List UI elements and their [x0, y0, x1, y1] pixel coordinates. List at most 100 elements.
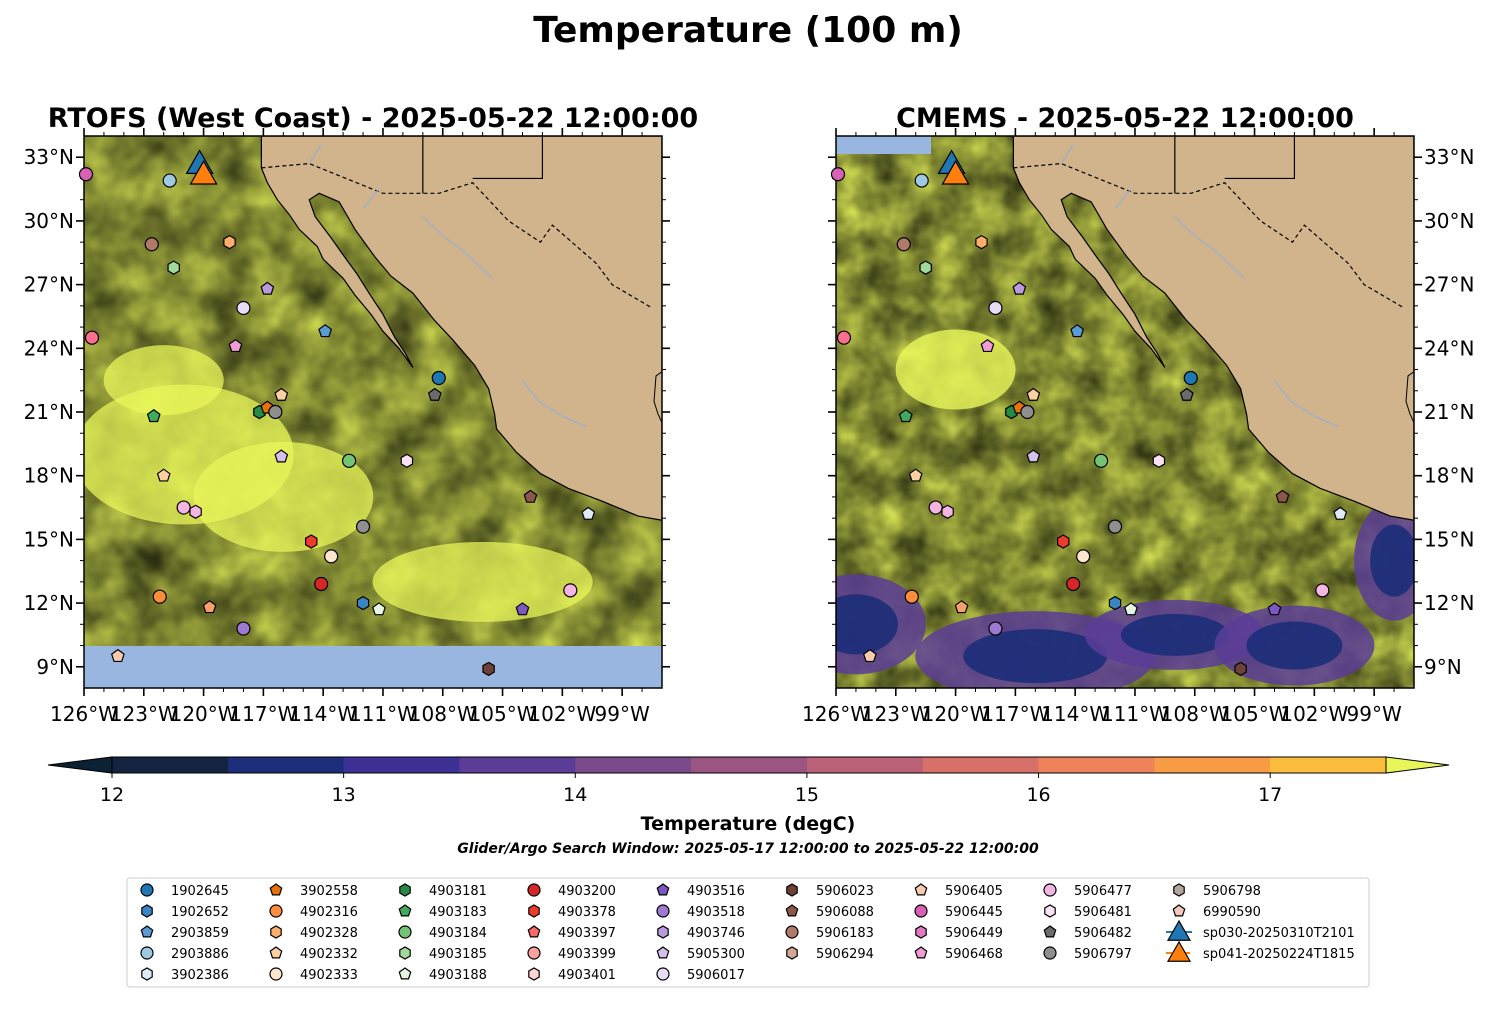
colorbar-tick-label: 13: [332, 784, 356, 806]
float-marker: [1107, 519, 1123, 534]
y-tick-label: 9°N: [1424, 655, 1462, 679]
x-tick-label: 120°W: [170, 702, 238, 726]
y-tick-label: 18°N: [24, 464, 74, 488]
float-marker: [228, 338, 243, 353]
figure-suptitle: Temperature (100 m): [533, 10, 963, 51]
legend-marker: [528, 904, 540, 918]
float-marker: [862, 648, 877, 663]
legend-marker: [527, 883, 541, 897]
legend-label: 5906023: [816, 884, 874, 899]
legend-marker: [1044, 904, 1056, 918]
float-marker: [260, 281, 275, 295]
legend-label: 4902328: [300, 926, 358, 941]
legend-marker: [1043, 883, 1057, 897]
float-marker: [372, 602, 386, 616]
legend-label: 4903200: [558, 884, 616, 899]
legend-label: 4903746: [687, 926, 745, 941]
float-marker: [324, 549, 339, 564]
float-marker: [78, 167, 94, 182]
float-marker: [427, 387, 442, 401]
legend-marker: [141, 904, 153, 918]
y-tick-label: 21°N: [1424, 400, 1474, 424]
float-marker: [268, 404, 283, 420]
legend-marker: [269, 904, 283, 918]
float-marker: [156, 468, 171, 482]
x-tick-label: 123°W: [110, 702, 178, 726]
float-marker: [189, 504, 202, 519]
float-marker: [162, 173, 177, 188]
legend-marker: [914, 883, 928, 896]
legend-marker: [914, 904, 928, 918]
legend-box: [126, 877, 1370, 988]
legend-marker: [527, 925, 541, 938]
legend-label: 5906477: [1074, 884, 1132, 899]
glider-marker: [189, 160, 218, 185]
float-marker: [904, 589, 919, 604]
legend-label: 1902652: [171, 905, 229, 920]
colorbar-extend-high: [1385, 756, 1450, 774]
float-marker: [223, 234, 236, 250]
x-tick-label: 105°W: [469, 702, 537, 726]
colorbar-segment: [1154, 757, 1271, 773]
legend-label: 5906797: [1074, 947, 1132, 962]
y-tick-label: 15°N: [1424, 527, 1474, 551]
legend-label: 4902316: [300, 905, 358, 920]
float-marker: [1056, 534, 1070, 549]
float-marker: [1183, 370, 1198, 386]
float-marker: [1026, 387, 1041, 401]
search-window-caption: Glider/Argo Search Window: 2025-05-17 12…: [457, 841, 1039, 857]
x-tick-label: 117°W: [981, 702, 1049, 726]
x-tick-label: 111°W: [1101, 702, 1169, 726]
float-marker: [236, 300, 251, 316]
float-marker: [341, 453, 357, 468]
colorbar-segment: [691, 757, 808, 773]
legend-marker: [786, 946, 798, 960]
legend-label: 5906481: [1074, 905, 1132, 920]
float-marker: [1070, 324, 1085, 338]
colorbar-extend-low: [47, 756, 113, 774]
float-marker: [84, 330, 100, 345]
colorbar-tick-label: 15: [795, 784, 819, 806]
legend-label: 5906468: [945, 947, 1003, 962]
x-tick-label: 114°W: [1041, 702, 1109, 726]
legend-marker: [656, 946, 670, 959]
float-marker: [1026, 449, 1041, 463]
y-tick-label: 24°N: [24, 336, 74, 360]
legend-marker: [269, 967, 283, 981]
legend-marker: [656, 883, 670, 896]
legend-label: 4903181: [429, 884, 487, 899]
float-marker: [274, 387, 289, 401]
panel-cmems: CMEMS - 2025-05-22 12:00:00 126°W123°W12…: [802, 103, 1474, 726]
float-marker: [980, 338, 995, 353]
float-marker: [431, 370, 446, 386]
float-marker: [1275, 489, 1290, 503]
colorbar-tick-label: 12: [100, 784, 124, 806]
float-marker: [914, 173, 929, 188]
float-marker: [167, 260, 180, 275]
legend-marker: [1166, 940, 1192, 962]
colorbar: 12 13 14 15 16 17: [47, 756, 1450, 806]
float-marker: [110, 648, 125, 663]
legend-label: 2903886: [171, 947, 229, 962]
legend: 1902645 1902652 2903859 2903886 3902386 39025…: [126, 877, 1370, 988]
colorbar-segment: [459, 757, 576, 773]
float-marker: [898, 409, 913, 423]
legend-marker: [270, 925, 282, 939]
float-marker: [202, 600, 217, 614]
float-marker: [236, 621, 251, 636]
legend-label: 4903516: [687, 884, 745, 899]
legend-label: 5906017: [687, 968, 745, 983]
colorbar-segment: [806, 757, 924, 773]
colorbar-segment: [1038, 757, 1155, 773]
legend-label: 5906798: [1203, 884, 1261, 899]
colorbar-tick-label: 17: [1258, 784, 1282, 806]
float-marker: [1315, 583, 1330, 598]
float-marker: [908, 468, 923, 482]
float-marker: [988, 300, 1003, 316]
x-tick-label: 108°W: [409, 702, 477, 726]
legend-label: 5905300: [687, 947, 745, 962]
legend-marker: [141, 967, 153, 981]
colorbar-segment: [112, 757, 229, 773]
x-tick-label: 120°W: [922, 702, 990, 726]
